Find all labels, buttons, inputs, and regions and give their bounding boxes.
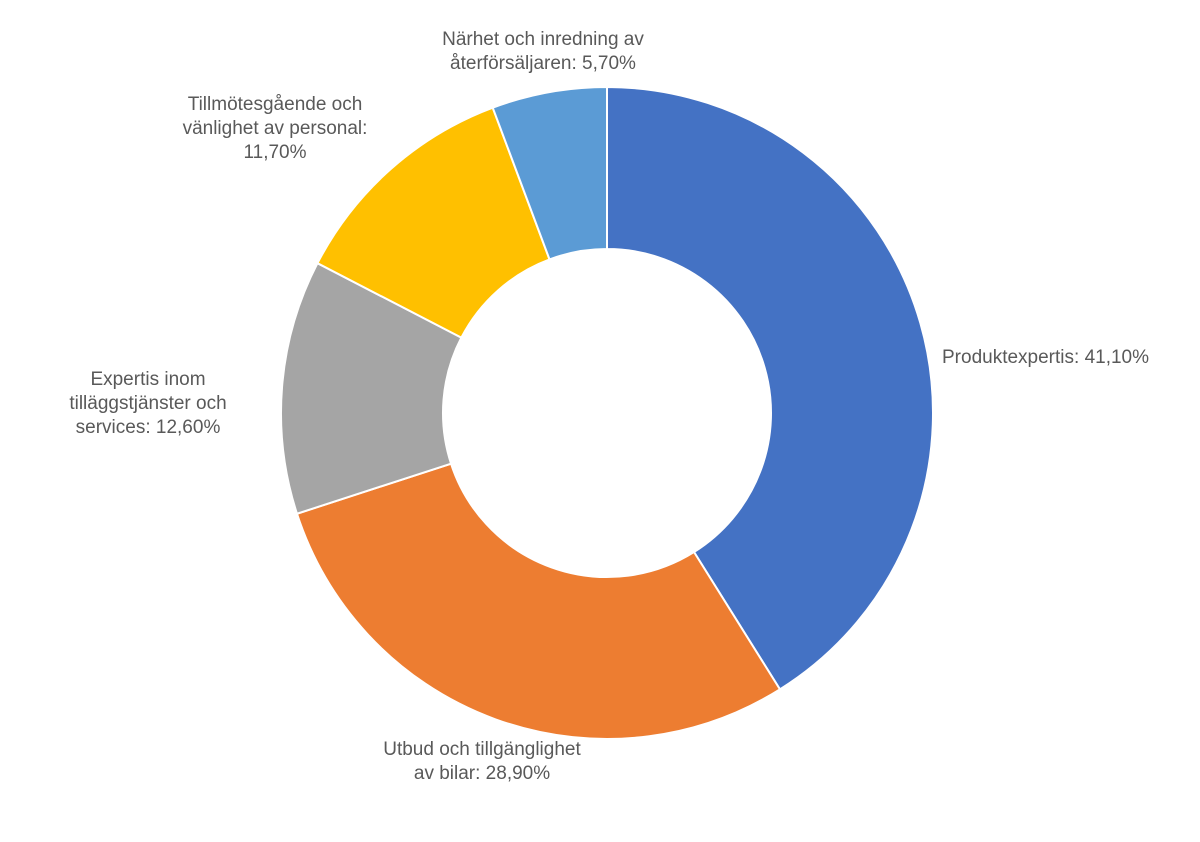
data-label-2: Utbud och tillgänglighet av bilar: 28,90%	[383, 739, 581, 784]
labels-layer: Produktexpertis: 41,10% Utbud och tillgän…	[69, 29, 1149, 784]
data-label-line: av bilar: 28,90%	[414, 763, 550, 784]
donut-slice-1	[606, 85, 934, 691]
data-label-1: Produktexpertis: 41,10%	[942, 347, 1149, 368]
donut-slice-2	[295, 462, 782, 740]
data-label-4: Tillmötesgående och vänlighet av personal…	[183, 94, 368, 163]
data-label-line: Närhet och inredning av	[442, 29, 644, 50]
donut-slice-3	[280, 261, 463, 516]
data-label-line: services: 12,60%	[76, 417, 221, 438]
data-label-line: tilläggstjänster och	[69, 393, 226, 414]
data-label-line: Produktexpertis: 41,10%	[942, 347, 1149, 368]
data-label-5: Närhet och inredning av återförsäljaren: …	[442, 29, 644, 74]
data-label-line: Tillmötesgående och	[188, 94, 363, 115]
slices-layer	[280, 85, 934, 740]
data-label-line: återförsäljaren: 5,70%	[450, 53, 636, 74]
data-label-line: 11,70%	[243, 142, 306, 163]
data-label-line: Expertis inom	[90, 369, 205, 390]
data-label-line: Utbud och tillgänglighet	[383, 739, 581, 760]
data-label-line: vänlighet av personal:	[183, 118, 368, 139]
donut-slice-5	[491, 85, 608, 261]
data-label-3: Expertis inom tilläggstjänster och service…	[69, 369, 226, 438]
